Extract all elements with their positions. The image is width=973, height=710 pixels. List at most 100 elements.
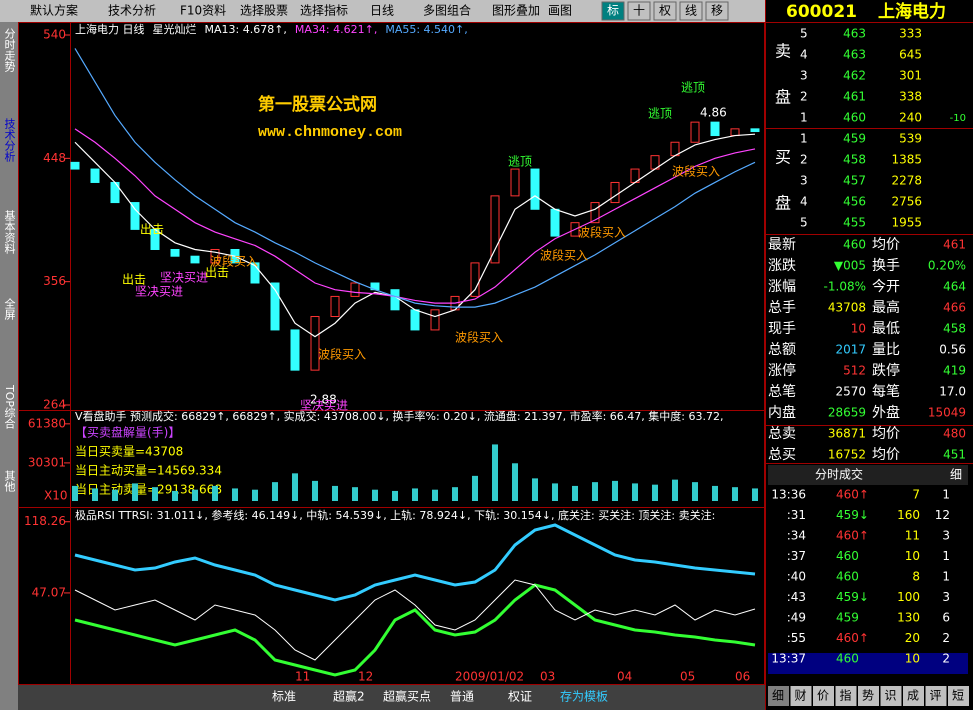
volume-bar — [452, 487, 458, 501]
frames — [18, 0, 973, 710]
volume-bar — [532, 478, 538, 501]
panel-tab[interactable] — [790, 686, 812, 706]
toolbar-item[interactable]: 默认方案 — [30, 3, 78, 18]
toolbar-button[interactable] — [705, 1, 729, 21]
chart-header: V看盘助手 预测成交: 66829↑, 66829↑, 实成交: 43708.0… — [75, 409, 723, 423]
ticks-button[interactable]: 细 — [950, 468, 962, 482]
book-price: 463 — [843, 48, 866, 62]
volume-bar — [472, 475, 478, 501]
panel-tab[interactable] — [768, 686, 789, 706]
panel-tab-label[interactable]: 识 — [884, 689, 896, 703]
toolbar-item[interactable]: 图形叠加 — [492, 4, 540, 18]
ma-line — [74, 128, 756, 304]
stat-label: 涨跌 — [768, 258, 796, 274]
toolbar-button-label[interactable]: 十 — [633, 4, 645, 18]
candle — [410, 309, 420, 331]
stat-value: 43708 — [828, 301, 866, 315]
candle — [130, 202, 140, 230]
toolbar-button[interactable] — [679, 1, 703, 21]
tick-time: :31 — [787, 508, 806, 522]
candle — [710, 121, 720, 137]
volume-bar — [152, 487, 158, 501]
candle — [310, 316, 320, 371]
panel-tab-label[interactable]: 价 — [817, 689, 829, 703]
y-tick-label: 448 — [43, 151, 66, 165]
panel-tab[interactable] — [835, 686, 857, 706]
ma-line — [74, 48, 756, 308]
panel-tab-label[interactable]: 指 — [839, 688, 851, 703]
bottom-tab[interactable]: 存为模板 — [560, 690, 608, 704]
book-volume: 539 — [899, 132, 922, 146]
volume-bar — [112, 489, 118, 501]
panel-tab-label[interactable]: 财 — [794, 689, 806, 703]
panel-tab[interactable] — [813, 686, 834, 706]
toolbar-button[interactable] — [601, 1, 625, 21]
panel-tab-label[interactable]: 细 — [772, 689, 784, 703]
toolbar-item[interactable]: 技术分析 — [108, 4, 156, 18]
volume-bar — [312, 480, 318, 501]
toolbar-item[interactable]: 日线 — [370, 4, 394, 18]
side-tab[interactable]: 其他 — [3, 470, 16, 492]
toolbar-button-label[interactable]: 权 — [659, 4, 671, 18]
chart-header: 上海电力 日线 — [75, 22, 145, 36]
annotation: 4.86 — [700, 106, 727, 120]
panel-tab[interactable] — [948, 686, 969, 706]
tick-price: 459↓ — [836, 508, 869, 522]
side-tab[interactable]: 基本资料 — [3, 210, 16, 255]
tick-count: 1 — [942, 570, 950, 584]
toolbar-button-label[interactable]: 移 — [711, 4, 723, 18]
bottom-tab[interactable]: 超赢买点 — [383, 689, 431, 704]
panel-tab-label[interactable]: 势 — [862, 689, 874, 703]
toolbar-item[interactable]: 画图 — [548, 4, 572, 18]
panel-tab-label[interactable]: 成 — [907, 689, 919, 703]
stat-value: 466 — [943, 301, 966, 315]
side-tab[interactable]: 全屏 — [3, 297, 16, 321]
panel-tab[interactable] — [903, 686, 924, 706]
panel-tab-label[interactable]: 短 — [952, 689, 964, 703]
book-level: 3 — [800, 174, 808, 188]
side-tab[interactable]: TOP综合 — [3, 384, 16, 429]
bottom-strip — [18, 685, 765, 710]
side-tab[interactable]: 技术分析 — [3, 118, 16, 163]
toolbar-item[interactable]: 多图组合 — [423, 3, 471, 18]
book-volume: 645 — [899, 48, 922, 62]
tick-price: 459 — [836, 611, 859, 625]
panel-tab[interactable] — [880, 686, 902, 706]
tick-price: 460↑ — [836, 631, 869, 645]
bottom-tab[interactable]: 权证 — [508, 690, 532, 704]
tick-price: 459↓ — [836, 590, 869, 604]
book-volume: 338 — [899, 90, 922, 104]
toolbar-button-label[interactable]: 线 — [685, 4, 697, 18]
bottom-tab[interactable]: 标准 — [272, 690, 296, 704]
candle — [530, 168, 540, 210]
toolbar-item[interactable]: 选择股票 — [240, 4, 288, 18]
stat-value: 2017 — [835, 343, 866, 357]
book-price: 456 — [843, 195, 866, 209]
stat-label: 外盘 — [872, 404, 900, 421]
volume-bar — [432, 489, 438, 501]
bottom-tab[interactable]: 普通 — [450, 690, 474, 704]
bottom-tab[interactable]: 超赢2 — [333, 689, 365, 704]
toolbar-button[interactable] — [653, 1, 677, 21]
book-price: 457 — [843, 174, 866, 188]
ticks-title: 分时成交 — [815, 467, 863, 482]
tick-volume: 8 — [912, 570, 920, 584]
panel-tab-label[interactable]: 评 — [929, 689, 941, 703]
stat-label: 总额 — [768, 342, 796, 358]
tick-count: 2 — [942, 652, 950, 666]
panel-tab[interactable] — [925, 686, 947, 706]
toolbar-button-label[interactable]: 标 — [607, 4, 619, 18]
tick-volume: 130 — [897, 611, 920, 625]
candle — [70, 161, 80, 170]
tick-volume: 10 — [905, 652, 920, 666]
panel-tab[interactable] — [858, 686, 879, 706]
book-volume: 1385 — [891, 153, 922, 167]
book-price: 461 — [843, 90, 866, 104]
stat-label: 换手 — [872, 257, 900, 274]
toolbar-item[interactable]: 选择指标 — [300, 3, 348, 18]
side-tab[interactable]: 分时走势 — [3, 28, 16, 72]
annotation: 波段买入 — [210, 254, 258, 269]
stat-value: 480 — [943, 427, 966, 441]
toolbar-item[interactable]: F10资料 — [180, 4, 226, 18]
toolbar-button[interactable] — [627, 1, 651, 21]
